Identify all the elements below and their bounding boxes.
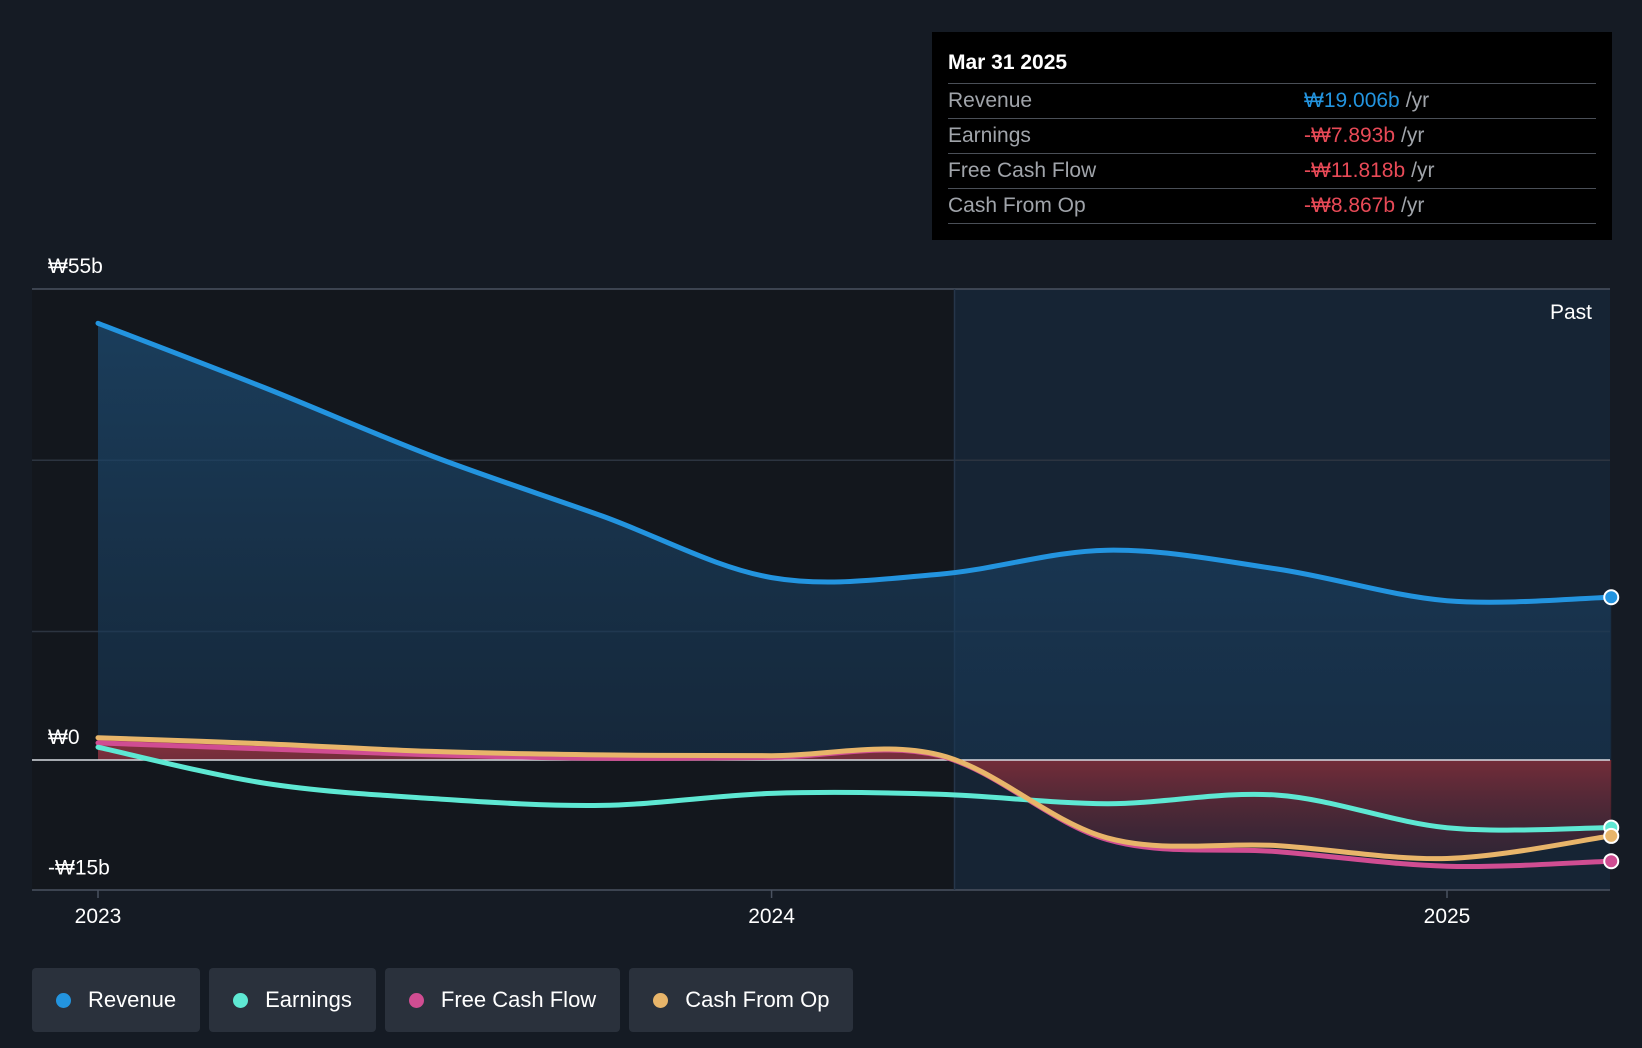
past-region-label: Past bbox=[1550, 301, 1592, 324]
legend-dot-icon bbox=[408, 992, 424, 1008]
tooltip-value: -₩11.818b bbox=[1304, 159, 1406, 182]
legend-item-free-cash-flow[interactable]: Free Cash Flow bbox=[384, 968, 621, 1032]
tooltip-unit: /yr bbox=[1411, 159, 1435, 182]
y-tick-label: ₩0 bbox=[48, 726, 80, 749]
legend-dot-icon bbox=[56, 992, 71, 1008]
tooltip-unit: /yr bbox=[1401, 194, 1425, 217]
y-tick-label: ₩55b bbox=[48, 255, 103, 278]
tooltip-value: -₩7.893b bbox=[1304, 124, 1396, 147]
tooltip: Mar 31 2025 Revenue ₩19.006b /yr Earning… bbox=[932, 32, 1612, 240]
revenue-end-point bbox=[1603, 589, 1620, 606]
tooltip-row-revenue: Revenue ₩19.006b /yr bbox=[948, 83, 1596, 118]
legend-label: Free Cash Flow bbox=[440, 987, 597, 1012]
legend-label: Cash From Op bbox=[685, 987, 830, 1012]
earnings-line bbox=[95, 744, 1614, 833]
x-tick-label: 2025 bbox=[1424, 905, 1471, 928]
cash-from-op-line bbox=[95, 735, 1614, 862]
tooltip-label: Free Cash Flow bbox=[948, 159, 1097, 182]
tooltip-value: -₩8.867b bbox=[1304, 194, 1396, 217]
tooltip-unit: /yr bbox=[1405, 89, 1430, 112]
cash-from-op-area bbox=[98, 737, 1612, 859]
free-cash-flow-end-point bbox=[1603, 853, 1620, 870]
legend-label: Earnings bbox=[265, 987, 352, 1012]
tooltip-label: Revenue bbox=[948, 89, 1033, 112]
cash-from-op-end-point bbox=[1603, 827, 1620, 844]
tooltip-value: ₩19.006b bbox=[1304, 89, 1400, 112]
y-tick-label: -₩15b bbox=[48, 856, 110, 879]
legend-item-earnings[interactable]: Earnings bbox=[209, 968, 376, 1032]
x-tick-label: 2023 bbox=[75, 905, 122, 928]
revenue-area bbox=[98, 323, 1612, 760]
tooltip-label: Cash From Op bbox=[948, 194, 1086, 217]
tooltip-label: Earnings bbox=[948, 124, 1031, 147]
legend-label: Revenue bbox=[88, 987, 177, 1012]
x-tick-label: 2024 bbox=[748, 905, 795, 928]
legend-dot-icon bbox=[233, 992, 249, 1008]
tooltip-row-earnings: Earnings -₩7.893b /yr bbox=[948, 118, 1596, 153]
tooltip-unit: /yr bbox=[1401, 124, 1425, 147]
tooltip-date: Mar 31 2025 bbox=[948, 51, 1068, 74]
tooltip-row-cash-from-op: Cash From Op -₩8.867b /yr bbox=[948, 188, 1596, 224]
legend-item-revenue[interactable]: Revenue bbox=[32, 968, 201, 1032]
legend-dot-icon bbox=[653, 992, 669, 1008]
legend: Revenue Earnings Free Cash Flow Cash Fro… bbox=[32, 968, 854, 1032]
revenue-line bbox=[95, 320, 1614, 605]
tooltip-row-free-cash-flow: Free Cash Flow -₩11.818b /yr bbox=[948, 153, 1596, 188]
legend-item-cash-from-op[interactable]: Cash From Op bbox=[629, 968, 854, 1032]
